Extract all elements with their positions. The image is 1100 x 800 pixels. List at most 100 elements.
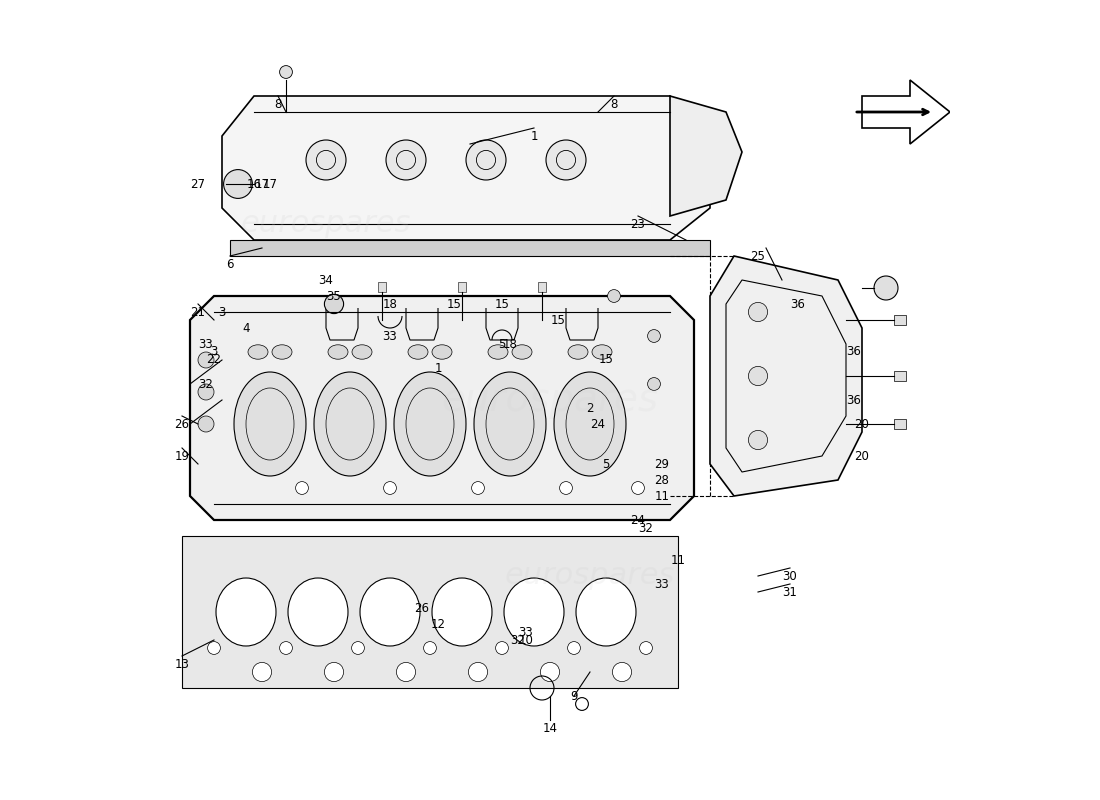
- Circle shape: [424, 642, 437, 654]
- Text: 12: 12: [430, 618, 446, 630]
- Ellipse shape: [248, 345, 268, 359]
- Text: 9: 9: [570, 690, 578, 702]
- Bar: [458, 282, 466, 292]
- Bar: [894, 315, 906, 325]
- Ellipse shape: [352, 345, 372, 359]
- Text: 26: 26: [415, 602, 429, 614]
- Text: 34: 34: [319, 274, 333, 286]
- Circle shape: [324, 662, 343, 682]
- Text: 15: 15: [495, 298, 509, 310]
- Text: 33: 33: [518, 626, 534, 638]
- Ellipse shape: [360, 578, 420, 646]
- Text: 18: 18: [503, 338, 517, 350]
- Circle shape: [748, 430, 768, 450]
- Bar: [538, 282, 546, 292]
- Ellipse shape: [488, 345, 508, 359]
- Text: 8: 8: [610, 98, 618, 110]
- Text: eurospares: eurospares: [441, 381, 659, 419]
- Text: 15: 15: [447, 298, 461, 310]
- Circle shape: [748, 366, 768, 386]
- Text: 17: 17: [254, 178, 270, 190]
- Circle shape: [748, 302, 768, 322]
- Polygon shape: [230, 240, 710, 256]
- Circle shape: [208, 642, 220, 654]
- Text: 20: 20: [855, 450, 869, 462]
- Text: 32: 32: [639, 522, 653, 534]
- Bar: [378, 282, 386, 292]
- Text: 22: 22: [207, 354, 221, 366]
- Circle shape: [631, 482, 645, 494]
- Text: 4: 4: [242, 322, 250, 334]
- Ellipse shape: [568, 345, 588, 359]
- Text: 6: 6: [227, 258, 233, 270]
- Text: 26: 26: [175, 418, 189, 430]
- Text: 35: 35: [327, 290, 341, 302]
- Ellipse shape: [504, 578, 564, 646]
- Text: 15: 15: [598, 354, 614, 366]
- Text: 5: 5: [603, 458, 609, 470]
- Text: 28: 28: [654, 474, 670, 486]
- Text: 14: 14: [542, 722, 558, 734]
- Circle shape: [296, 482, 308, 494]
- Text: 17: 17: [263, 178, 277, 190]
- Circle shape: [384, 482, 396, 494]
- Text: 1: 1: [434, 362, 442, 374]
- Text: 36: 36: [791, 298, 805, 310]
- Circle shape: [639, 642, 652, 654]
- Circle shape: [252, 662, 272, 682]
- Text: 3: 3: [218, 306, 226, 318]
- Text: 32: 32: [199, 378, 213, 390]
- Circle shape: [568, 642, 581, 654]
- Circle shape: [396, 662, 416, 682]
- Text: 24: 24: [630, 514, 646, 526]
- Circle shape: [352, 642, 364, 654]
- Circle shape: [496, 642, 508, 654]
- Circle shape: [306, 140, 346, 180]
- Text: 11: 11: [671, 554, 685, 566]
- Ellipse shape: [432, 578, 492, 646]
- Circle shape: [198, 384, 214, 400]
- Ellipse shape: [328, 345, 348, 359]
- Text: 36: 36: [847, 394, 861, 406]
- Text: 33: 33: [383, 330, 397, 342]
- Ellipse shape: [394, 372, 466, 476]
- Polygon shape: [222, 96, 710, 240]
- Ellipse shape: [432, 345, 452, 359]
- Text: 24: 24: [591, 418, 605, 430]
- Circle shape: [560, 482, 572, 494]
- Polygon shape: [670, 96, 742, 216]
- Text: 25: 25: [750, 250, 766, 262]
- Circle shape: [648, 330, 660, 342]
- Polygon shape: [710, 256, 862, 496]
- Polygon shape: [182, 536, 678, 688]
- Polygon shape: [190, 296, 694, 520]
- Circle shape: [324, 294, 343, 314]
- Text: 13: 13: [175, 658, 189, 670]
- Circle shape: [198, 352, 214, 368]
- Ellipse shape: [576, 578, 636, 646]
- Bar: [894, 419, 906, 429]
- Polygon shape: [862, 80, 950, 144]
- Ellipse shape: [288, 578, 348, 646]
- Circle shape: [546, 140, 586, 180]
- Bar: [894, 371, 906, 381]
- Ellipse shape: [314, 372, 386, 476]
- Text: 21: 21: [190, 306, 206, 318]
- Text: 33: 33: [199, 338, 213, 350]
- Circle shape: [198, 416, 214, 432]
- Ellipse shape: [512, 345, 532, 359]
- Circle shape: [607, 290, 620, 302]
- Text: 3: 3: [210, 346, 218, 358]
- Text: 19: 19: [175, 450, 189, 462]
- Circle shape: [472, 482, 484, 494]
- Text: 10: 10: [518, 634, 534, 646]
- Ellipse shape: [272, 345, 292, 359]
- Text: 32: 32: [510, 634, 526, 646]
- Text: 18: 18: [383, 298, 397, 310]
- Text: 31: 31: [782, 586, 797, 598]
- Ellipse shape: [216, 578, 276, 646]
- Circle shape: [466, 140, 506, 180]
- Text: 5: 5: [498, 338, 506, 350]
- Text: 33: 33: [654, 578, 670, 590]
- Text: 36: 36: [847, 346, 861, 358]
